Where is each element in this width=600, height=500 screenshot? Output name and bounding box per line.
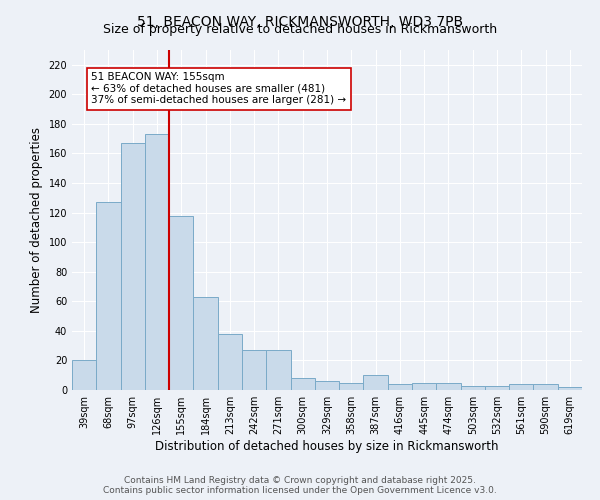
Bar <box>461 386 485 390</box>
Text: 51 BEACON WAY: 155sqm
← 63% of detached houses are smaller (481)
37% of semi-det: 51 BEACON WAY: 155sqm ← 63% of detached … <box>91 72 347 106</box>
Bar <box>412 382 436 390</box>
Bar <box>290 378 315 390</box>
Bar <box>96 202 121 390</box>
Text: Contains HM Land Registry data © Crown copyright and database right 2025.
Contai: Contains HM Land Registry data © Crown c… <box>103 476 497 495</box>
Bar <box>121 143 145 390</box>
Bar <box>169 216 193 390</box>
Text: 51, BEACON WAY, RICKMANSWORTH, WD3 7PB: 51, BEACON WAY, RICKMANSWORTH, WD3 7PB <box>137 15 463 29</box>
Bar <box>533 384 558 390</box>
Bar <box>558 387 582 390</box>
Bar <box>193 297 218 390</box>
Bar <box>388 384 412 390</box>
Bar <box>364 375 388 390</box>
X-axis label: Distribution of detached houses by size in Rickmansworth: Distribution of detached houses by size … <box>155 440 499 453</box>
Y-axis label: Number of detached properties: Number of detached properties <box>30 127 43 313</box>
Bar <box>72 360 96 390</box>
Bar <box>509 384 533 390</box>
Bar <box>218 334 242 390</box>
Bar <box>266 350 290 390</box>
Text: Size of property relative to detached houses in Rickmansworth: Size of property relative to detached ho… <box>103 22 497 36</box>
Bar <box>145 134 169 390</box>
Bar <box>436 382 461 390</box>
Bar <box>242 350 266 390</box>
Bar <box>485 386 509 390</box>
Bar <box>315 381 339 390</box>
Bar <box>339 382 364 390</box>
